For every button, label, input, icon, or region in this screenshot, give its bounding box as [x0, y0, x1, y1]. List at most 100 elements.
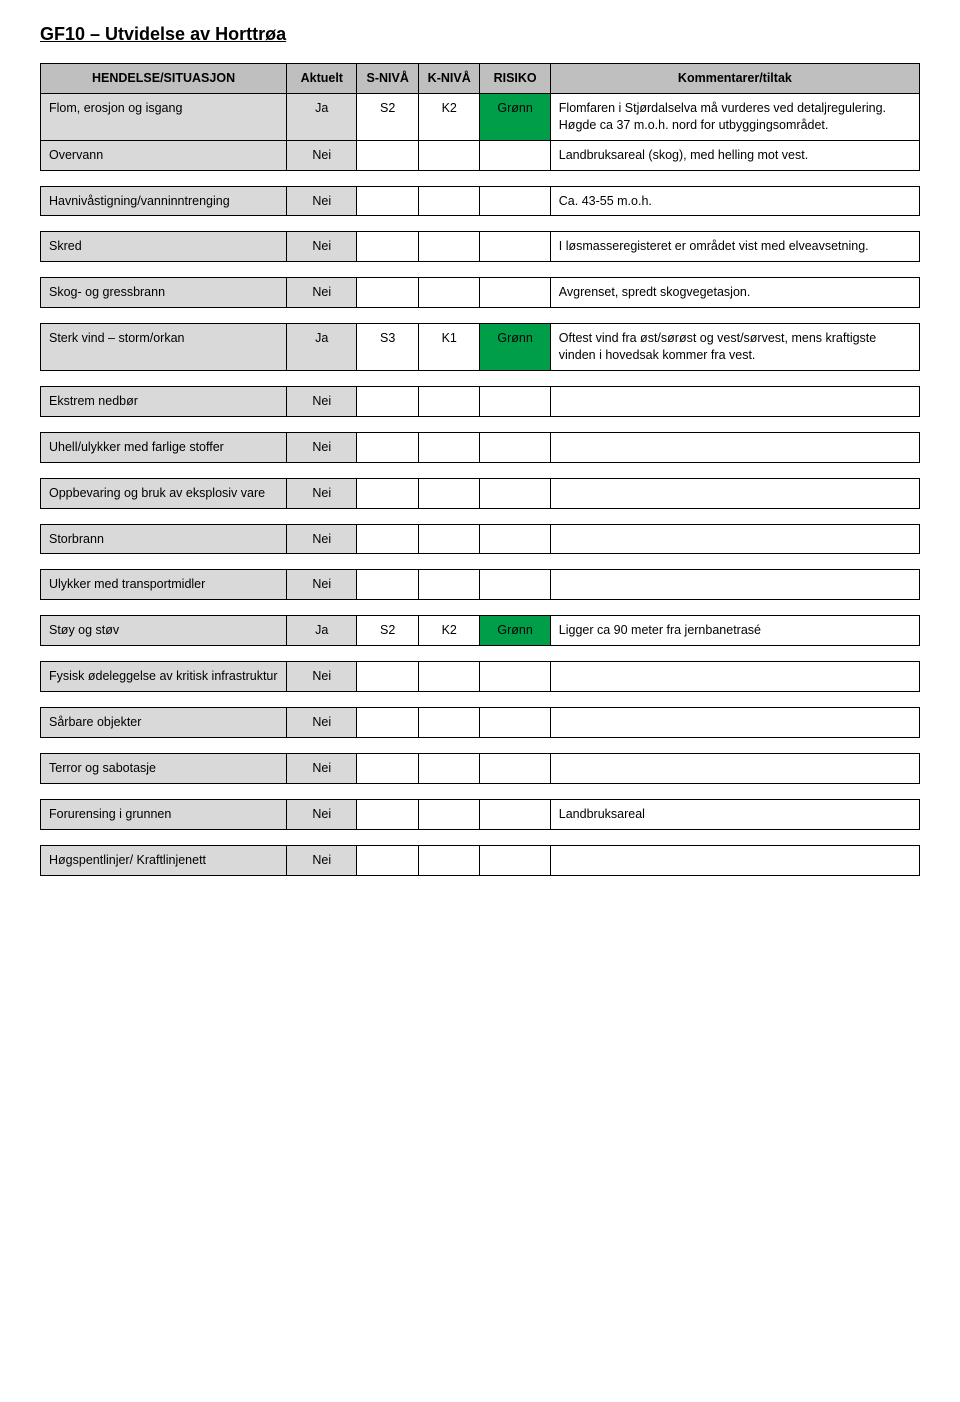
cell-hendelse: Sårbare objekter	[41, 708, 287, 738]
cell-risiko	[480, 432, 550, 462]
spacer-row	[41, 262, 920, 278]
cell-sniva	[357, 662, 419, 692]
cell-kniva	[418, 386, 480, 416]
cell-kniva	[418, 570, 480, 600]
cell-aktuelt: Nei	[287, 186, 357, 216]
cell-aktuelt: Nei	[287, 570, 357, 600]
cell-kommentar: Avgrenset, spredt skogvegetasjon.	[550, 278, 919, 308]
table-row: Høgspentlinjer/ KraftlinjenettNei	[41, 845, 920, 875]
spacer-row	[41, 783, 920, 799]
cell-sniva	[357, 186, 419, 216]
cell-aktuelt: Nei	[287, 278, 357, 308]
cell-sniva	[357, 386, 419, 416]
table-row: Ulykker med transportmidlerNei	[41, 570, 920, 600]
cell-sniva	[357, 799, 419, 829]
cell-risiko	[480, 708, 550, 738]
cell-risiko	[480, 662, 550, 692]
cell-aktuelt: Ja	[287, 616, 357, 646]
cell-kniva	[418, 140, 480, 170]
cell-aktuelt: Nei	[287, 140, 357, 170]
cell-aktuelt: Nei	[287, 753, 357, 783]
table-row: Sårbare objekterNei	[41, 708, 920, 738]
cell-hendelse: Storbrann	[41, 524, 287, 554]
cell-kommentar	[550, 845, 919, 875]
cell-kommentar	[550, 570, 919, 600]
col-kniva: K-NIVÅ	[418, 64, 480, 94]
cell-sniva	[357, 232, 419, 262]
cell-aktuelt: Nei	[287, 232, 357, 262]
col-risiko: RISIKO	[480, 64, 550, 94]
cell-aktuelt: Nei	[287, 799, 357, 829]
cell-kommentar	[550, 708, 919, 738]
cell-sniva	[357, 753, 419, 783]
table-row: SkredNeiI løsmasseregisteret er området …	[41, 232, 920, 262]
spacer-row	[41, 737, 920, 753]
cell-sniva	[357, 278, 419, 308]
table-row: Forurensing i grunnenNeiLandbruksareal	[41, 799, 920, 829]
cell-aktuelt: Nei	[287, 386, 357, 416]
cell-kommentar	[550, 478, 919, 508]
cell-hendelse: Ulykker med transportmidler	[41, 570, 287, 600]
cell-risiko	[480, 845, 550, 875]
cell-risiko: Grønn	[480, 93, 550, 140]
cell-risiko	[480, 570, 550, 600]
table-row: Fysisk ødeleggelse av kritisk infrastruk…	[41, 662, 920, 692]
spacer-row	[41, 554, 920, 570]
table-header-row: HENDELSE/SITUASJON Aktuelt S-NIVÅ K-NIVÅ…	[41, 64, 920, 94]
cell-hendelse: Sterk vind – storm/orkan	[41, 324, 287, 371]
cell-sniva: S3	[357, 324, 419, 371]
cell-risiko	[480, 232, 550, 262]
spacer-row	[41, 646, 920, 662]
spacer-row	[41, 416, 920, 432]
cell-sniva	[357, 140, 419, 170]
table-row: Støy og støvJaS2K2GrønnLigger ca 90 mete…	[41, 616, 920, 646]
cell-kommentar	[550, 753, 919, 783]
cell-kniva	[418, 432, 480, 462]
cell-aktuelt: Nei	[287, 662, 357, 692]
cell-risiko	[480, 278, 550, 308]
cell-aktuelt: Nei	[287, 708, 357, 738]
cell-risiko	[480, 386, 550, 416]
cell-sniva	[357, 432, 419, 462]
cell-risiko	[480, 478, 550, 508]
cell-kommentar	[550, 432, 919, 462]
table-row: Sterk vind – storm/orkanJaS3K1GrønnOftes…	[41, 324, 920, 371]
cell-hendelse: Støy og støv	[41, 616, 287, 646]
cell-aktuelt: Nei	[287, 478, 357, 508]
cell-sniva	[357, 478, 419, 508]
spacer-row	[41, 692, 920, 708]
cell-aktuelt: Ja	[287, 93, 357, 140]
col-aktuelt: Aktuelt	[287, 64, 357, 94]
col-hendelse: HENDELSE/SITUASJON	[41, 64, 287, 94]
cell-kniva	[418, 278, 480, 308]
cell-hendelse: Ekstrem nedbør	[41, 386, 287, 416]
table-row: Havnivåstigning/vanninntrengingNeiCa. 43…	[41, 186, 920, 216]
cell-hendelse: Skred	[41, 232, 287, 262]
cell-sniva	[357, 570, 419, 600]
cell-sniva	[357, 708, 419, 738]
cell-kniva: K2	[418, 616, 480, 646]
cell-hendelse: Havnivåstigning/vanninntrenging	[41, 186, 287, 216]
page-title: GF10 – Utvidelse av Horttrøa	[40, 24, 920, 45]
cell-hendelse: Oppbevaring og bruk av eksplosiv vare	[41, 478, 287, 508]
cell-risiko	[480, 186, 550, 216]
risk-table: HENDELSE/SITUASJON Aktuelt S-NIVÅ K-NIVÅ…	[40, 63, 920, 876]
cell-aktuelt: Nei	[287, 845, 357, 875]
cell-risiko: Grønn	[480, 324, 550, 371]
spacer-row	[41, 600, 920, 616]
cell-kniva	[418, 845, 480, 875]
col-sniva: S-NIVÅ	[357, 64, 419, 94]
cell-hendelse: Terror og sabotasje	[41, 753, 287, 783]
cell-sniva	[357, 845, 419, 875]
cell-kniva	[418, 232, 480, 262]
cell-hendelse: Forurensing i grunnen	[41, 799, 287, 829]
table-row: Flom, erosjon og isgangJaS2K2GrønnFlomfa…	[41, 93, 920, 140]
spacer-row	[41, 829, 920, 845]
spacer-row	[41, 216, 920, 232]
spacer-row	[41, 308, 920, 324]
cell-kniva: K2	[418, 93, 480, 140]
cell-risiko	[480, 524, 550, 554]
cell-kniva	[418, 186, 480, 216]
cell-kommentar: Landbruksareal (skog), med helling mot v…	[550, 140, 919, 170]
cell-aktuelt: Nei	[287, 524, 357, 554]
